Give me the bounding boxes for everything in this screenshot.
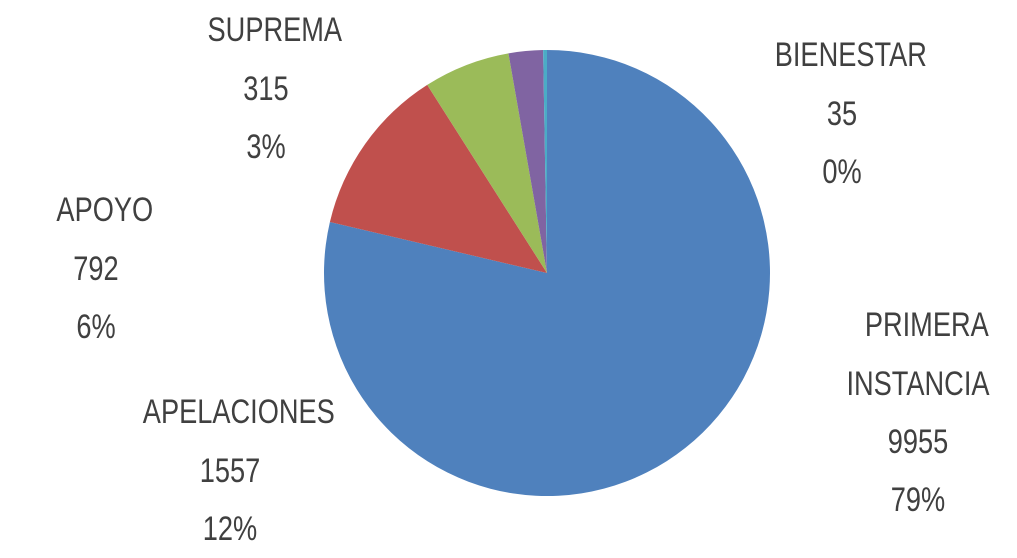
value-label: 1557	[199, 452, 261, 490]
legend-entry: BIENESTAR	[722, 26, 962, 85]
percent-label: 12%	[202, 510, 258, 548]
pie-slice	[329, 84, 547, 273]
pie-slice	[508, 50, 547, 273]
category-label: APOYO	[56, 191, 154, 229]
pie-slice	[427, 53, 547, 274]
legend-entry: PRIMERA INSTANCIA	[826, 296, 1010, 413]
value-label: 315	[243, 70, 289, 108]
category-label: BIENESTAR	[774, 36, 927, 74]
data-label: SUPREMA 315 3%	[162, 1, 370, 176]
legend-entry: APELACIONES	[102, 383, 358, 442]
data-label: BIENESTAR 35 0%	[722, 26, 962, 201]
value-label: 9955	[887, 423, 949, 461]
category-label: PRIMERA INSTANCIA	[846, 306, 990, 403]
legend-entry: APOYO	[8, 181, 184, 240]
percent-label: 0%	[822, 153, 862, 191]
category-label: SUPREMA	[207, 11, 343, 49]
data-label: APELACIONES 1557 12%	[102, 383, 358, 558]
value-label: 792	[73, 250, 119, 288]
data-label: PRIMERA INSTANCIA 9955 79%	[826, 296, 1010, 529]
percent-label: 79%	[890, 481, 946, 519]
legend-entry: SUPREMA	[162, 1, 370, 60]
data-label: APOYO 792 6%	[8, 181, 184, 356]
value-label: 35	[826, 95, 858, 133]
percent-label: 3%	[246, 128, 286, 166]
chart	[323, 50, 770, 496]
page: (() => { const data = JSON.parse(documen…	[8, 1, 1010, 548]
category-label: APELACIONES	[142, 393, 335, 431]
pie-slice	[543, 50, 547, 273]
percent-label: 6%	[76, 308, 116, 346]
